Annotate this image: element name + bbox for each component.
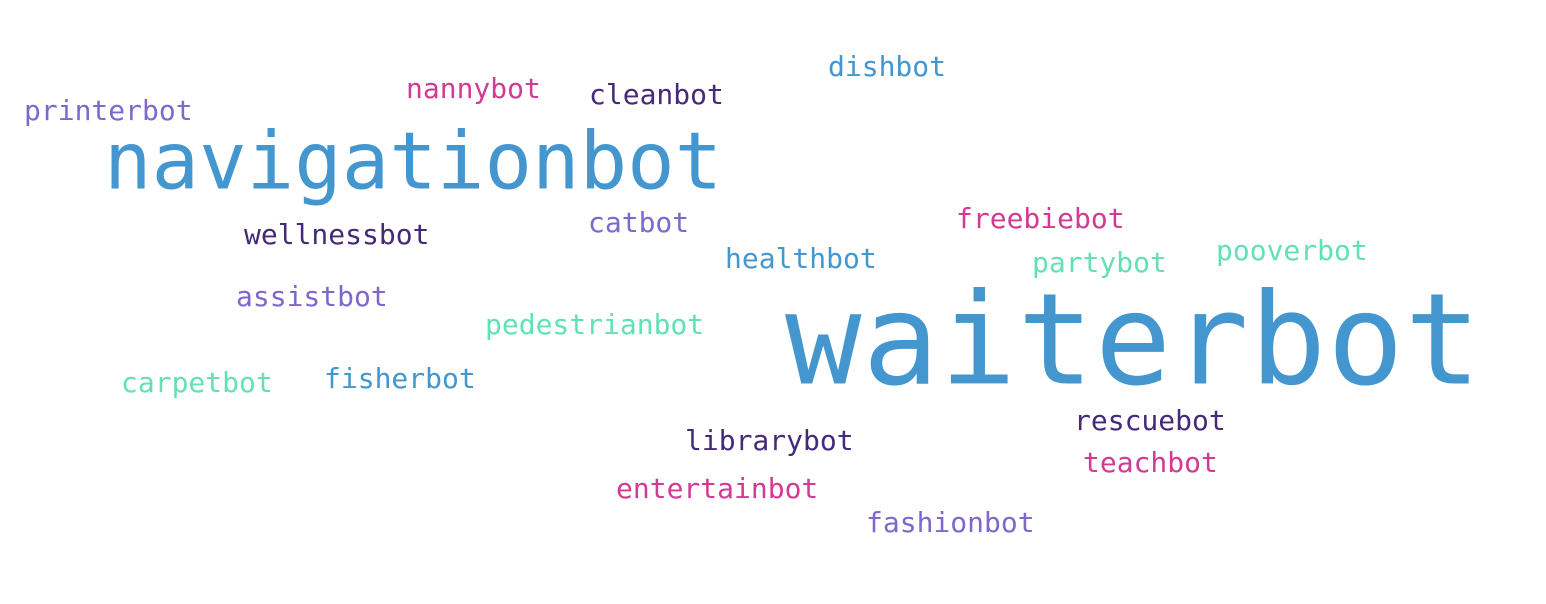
word-healthbot: healthbot: [725, 242, 877, 275]
word-pooverbot: pooverbot: [1216, 234, 1368, 267]
word-carpetbot: carpetbot: [121, 366, 273, 399]
word-fisherbot: fisherbot: [324, 362, 476, 395]
word-catbot: catbot: [588, 206, 690, 239]
word-nannybot: nannybot: [406, 72, 541, 105]
word-entertainbot: entertainbot: [616, 472, 819, 505]
word-printerbot: printerbot: [24, 94, 193, 127]
word-waiterbot: waiterbot: [785, 265, 1483, 414]
word-partybot: partybot: [1032, 246, 1167, 279]
word-cleanbot: cleanbot: [589, 78, 724, 111]
word-assistbot: assistbot: [236, 280, 388, 313]
word-navigationbot: navigationbot: [104, 115, 723, 208]
word-wellnessbot: wellnessbot: [244, 218, 430, 251]
word-librarybot: librarybot: [685, 424, 854, 457]
word-pedestrianbot: pedestrianbot: [485, 308, 705, 341]
word-teachbot: teachbot: [1083, 446, 1218, 479]
word-rescuebot: rescuebot: [1074, 404, 1226, 437]
word-fashionbot: fashionbot: [866, 506, 1035, 539]
word-dishbot: dishbot: [828, 50, 947, 83]
word-freebiebot: freebiebot: [956, 202, 1125, 235]
